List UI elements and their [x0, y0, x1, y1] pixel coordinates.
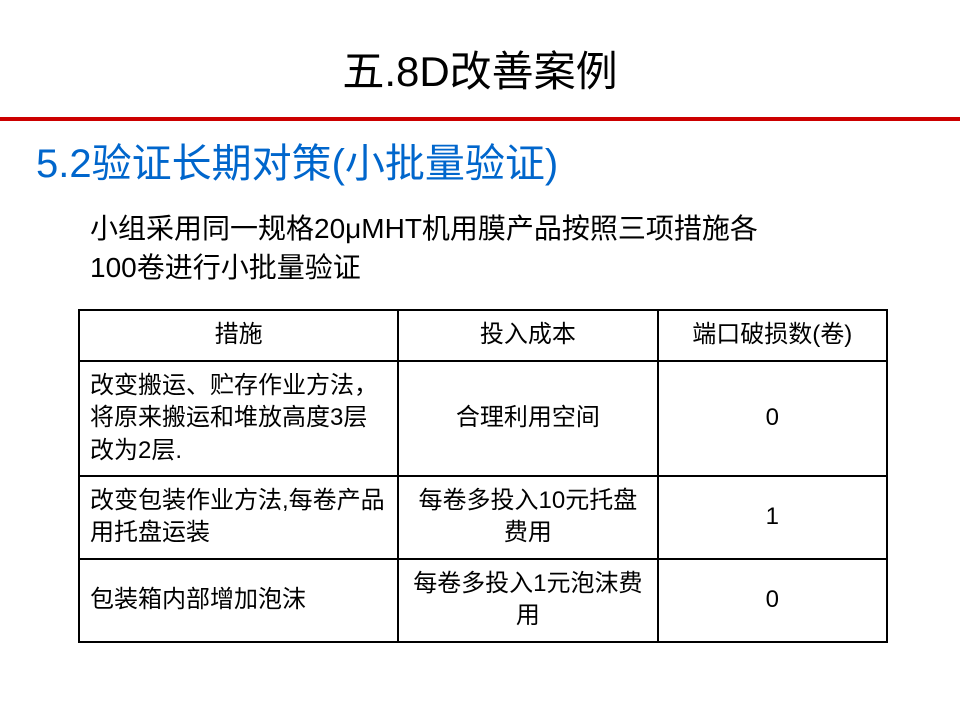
cell-result: 1: [658, 476, 887, 559]
cell-measure: 改变包装作业方法,每卷产品用托盘运装: [79, 476, 398, 559]
cell-result: 0: [658, 361, 887, 476]
page-title: 五.8D改善案例: [0, 0, 960, 117]
table-row: 改变包装作业方法,每卷产品用托盘运装 每卷多投入10元托盘费用 1: [79, 476, 887, 559]
cell-cost: 每卷多投入1元泡沫费用: [398, 559, 657, 642]
cell-result: 0: [658, 559, 887, 642]
intro-text: 小组采用同一规格20μMHT机用膜产品按照三项措施各100卷进行小批量验证: [0, 201, 780, 309]
cell-cost: 每卷多投入10元托盘费用: [398, 476, 657, 559]
section-subtitle: 5.2验证长期对策(小批量验证): [0, 121, 960, 201]
table-header-row: 措施 投入成本 端口破损数(卷): [79, 310, 887, 360]
verification-table: 措施 投入成本 端口破损数(卷) 改变搬运、贮存作业方法，将原来搬运和堆放高度3…: [78, 309, 888, 642]
col-header-result: 端口破损数(卷): [658, 310, 887, 360]
cell-cost: 合理利用空间: [398, 361, 657, 476]
table-row: 改变搬运、贮存作业方法，将原来搬运和堆放高度3层改为2层. 合理利用空间 0: [79, 361, 887, 476]
col-header-measure: 措施: [79, 310, 398, 360]
cell-measure: 改变搬运、贮存作业方法，将原来搬运和堆放高度3层改为2层.: [79, 361, 398, 476]
cell-measure: 包装箱内部增加泡沫: [79, 559, 398, 642]
col-header-cost: 投入成本: [398, 310, 657, 360]
table-row: 包装箱内部增加泡沫 每卷多投入1元泡沫费用 0: [79, 559, 887, 642]
